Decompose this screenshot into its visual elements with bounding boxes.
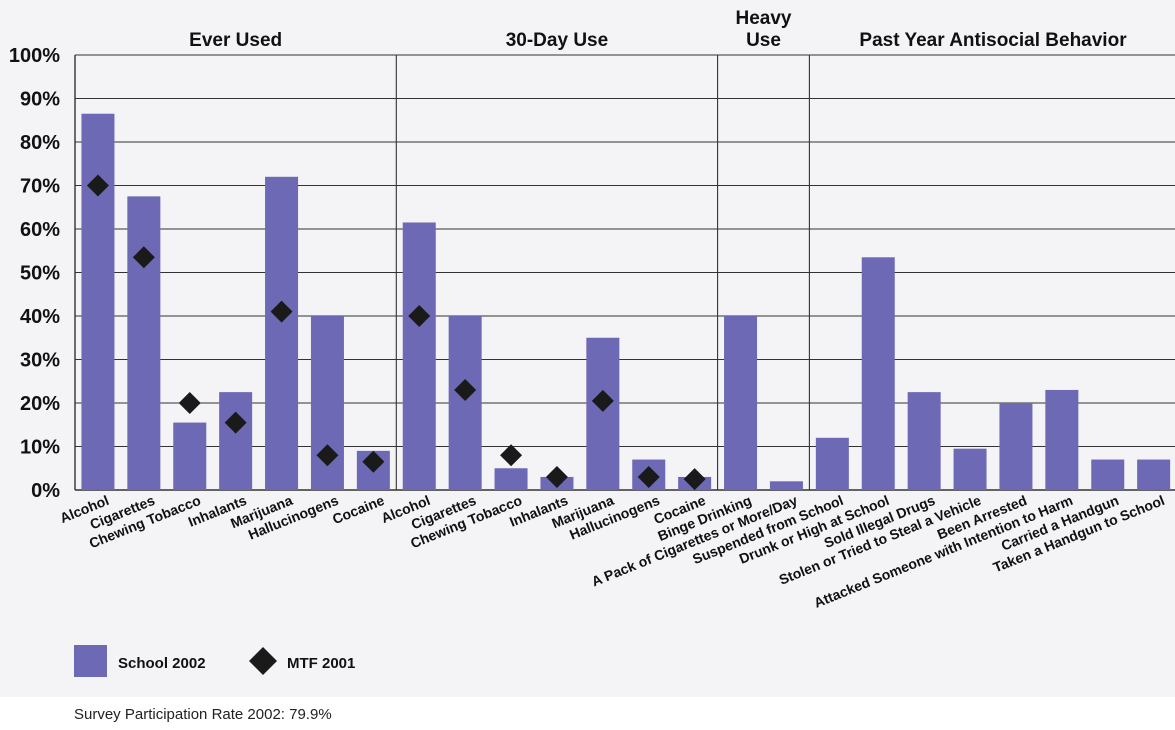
group-title: 30-Day Use xyxy=(506,30,608,51)
category-label: Cocaine xyxy=(330,492,387,527)
y-tick-label: 100% xyxy=(9,45,60,67)
footnote: Survey Participation Rate 2002: 79.9% xyxy=(74,706,332,723)
legend-bar-swatch xyxy=(74,645,107,677)
marker-4 xyxy=(224,411,247,434)
marker-7 xyxy=(362,450,385,473)
y-tick-label: 0% xyxy=(31,480,60,502)
marker-13 xyxy=(637,465,660,488)
y-tick-label: 40% xyxy=(20,306,60,328)
bar-19 xyxy=(907,392,941,490)
bar-23 xyxy=(1091,459,1125,490)
bar-8 xyxy=(402,222,436,490)
bar-24 xyxy=(1137,459,1171,490)
bar-1 xyxy=(81,113,115,490)
y-tick-label: 50% xyxy=(20,263,60,285)
group-title: Heavy xyxy=(736,8,792,29)
bar-9 xyxy=(448,316,482,490)
y-tick-label: 10% xyxy=(20,437,60,459)
marker-5 xyxy=(270,300,293,323)
marker-3 xyxy=(178,392,201,414)
bar-17 xyxy=(815,437,849,490)
y-tick-label: 80% xyxy=(20,132,60,154)
bar-22 xyxy=(1045,389,1079,490)
marker-2 xyxy=(132,246,155,269)
y-tick-label: 30% xyxy=(20,350,60,372)
y-tick-label: 20% xyxy=(20,393,60,415)
bar-4 xyxy=(219,392,253,490)
bar-21 xyxy=(999,403,1033,490)
marker-1 xyxy=(86,174,109,197)
y-tick-label: 60% xyxy=(20,219,60,241)
group-title: Use xyxy=(746,30,781,51)
bar-5 xyxy=(265,176,299,491)
group-title: Ever Used xyxy=(189,30,282,51)
bar-18 xyxy=(861,257,895,490)
bar-12 xyxy=(586,337,620,490)
bar-20 xyxy=(953,448,987,490)
marker-8 xyxy=(408,305,431,327)
bar-2 xyxy=(127,196,161,490)
y-tick-label: 70% xyxy=(20,176,60,198)
marker-11 xyxy=(545,465,568,488)
group-title: Past Year Antisocial Behavior xyxy=(859,30,1127,51)
marker-14 xyxy=(683,468,706,491)
bar-10 xyxy=(494,468,528,490)
marker-6 xyxy=(316,444,339,467)
marker-10 xyxy=(500,444,523,467)
legend-marker-swatch xyxy=(249,647,277,675)
y-tick-label: 90% xyxy=(20,89,60,111)
legend-bar-label: School 2002 xyxy=(118,655,206,672)
bar-chart: 0% 10% 20% 30% 40% 50% 60% 70% 80% 90% 100% Ever Us… xyxy=(9,8,1175,677)
marker-12 xyxy=(591,389,614,412)
marker-9 xyxy=(454,378,477,401)
legend-marker-label: MTF 2001 xyxy=(287,655,355,672)
bar-3 xyxy=(173,422,207,490)
bar-15 xyxy=(724,316,758,490)
chart-area: 0% 10% 20% 30% 40% 50% 60% 70% 80% 90% 100% Ever Us… xyxy=(0,0,1175,697)
bar-16 xyxy=(769,481,803,490)
